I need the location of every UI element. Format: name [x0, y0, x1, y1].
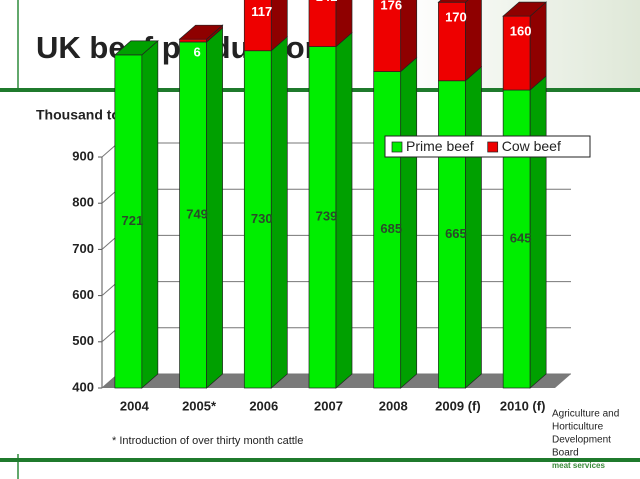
y-tick-label: 900	[72, 148, 94, 163]
x-tick-label: 2010 (f)	[500, 398, 546, 413]
y-tick-label: 400	[72, 379, 94, 394]
bar-top	[178, 24, 224, 40]
bar-side	[335, 31, 353, 389]
legend-swatch	[391, 141, 403, 153]
bar-side	[465, 0, 482, 82]
bar-top	[113, 40, 159, 56]
data-label: 6	[193, 45, 200, 60]
data-label: 749	[186, 206, 208, 221]
x-tick-label: 2006	[249, 398, 278, 413]
bar	[243, 0, 272, 52]
data-label: 117	[251, 4, 272, 19]
data-label: 176	[380, 0, 402, 13]
logo-line: Board	[552, 448, 579, 459]
bar-side	[529, 75, 547, 389]
logo-line: Development	[552, 435, 611, 446]
data-label: 160	[510, 24, 532, 39]
x-tick-label: 2009 (f)	[435, 398, 481, 413]
bar-side	[529, 1, 547, 91]
y-tick-label: 500	[72, 333, 94, 348]
bar	[308, 0, 337, 47]
bar-side	[465, 65, 482, 389]
bar-side	[400, 0, 418, 73]
bar-top	[437, 0, 469, 3]
logo-line: Agriculture and	[552, 409, 619, 420]
legend-label: Cow beef	[502, 138, 561, 154]
logo-line: Horticulture	[552, 422, 604, 433]
bar-side	[400, 56, 418, 389]
bar-side	[270, 35, 288, 389]
bar	[373, 0, 402, 72]
x-tick-label: 2005*	[182, 398, 217, 413]
data-label: 739	[316, 209, 338, 224]
bar-side	[206, 27, 223, 389]
legend-swatch	[487, 141, 499, 153]
x-tick-label: 2004	[120, 398, 150, 413]
data-label: 665	[445, 226, 467, 241]
bar-side	[270, 0, 288, 52]
y-tick-label: 700	[72, 241, 94, 256]
logo: Agriculture and Horticulture Development…	[552, 409, 619, 470]
bar-side	[335, 0, 353, 48]
bar	[373, 71, 402, 389]
data-label: 721	[122, 213, 144, 228]
bar	[114, 54, 143, 389]
bar	[308, 46, 337, 389]
y-tick-label: 600	[72, 287, 94, 302]
plot: 400 500 600 700 800 900 2004 721 2005* 749 6 2006 73…	[72, 0, 591, 413]
x-tick-label: 2008	[379, 398, 408, 413]
data-label: 685	[380, 221, 402, 236]
logo-line: meat services	[552, 461, 605, 470]
data-label: 170	[445, 10, 467, 25]
legend-label: Prime beef	[406, 138, 474, 154]
data-label: 645	[510, 230, 532, 245]
y-tick-label: 800	[72, 195, 94, 210]
bar	[179, 38, 207, 43]
footer-rule	[0, 458, 640, 462]
bar-top	[502, 1, 548, 17]
footnote: * Introduction of over thirty month catt…	[112, 435, 303, 447]
data-label: 141	[316, 0, 338, 4]
data-label: 730	[251, 211, 273, 226]
bar-side	[141, 40, 159, 389]
x-tick-label: 2007	[314, 398, 343, 413]
